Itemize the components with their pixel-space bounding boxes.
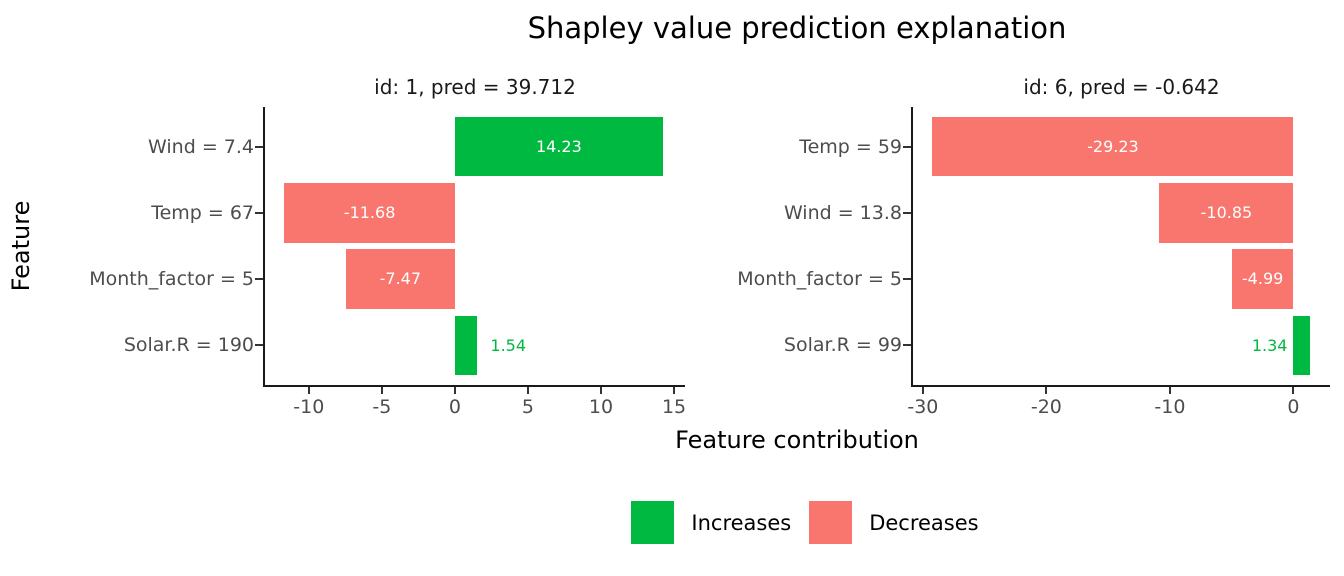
x-tick-label: -10 — [293, 396, 325, 418]
contribution-bar — [1293, 315, 1310, 376]
bar-value-label: 14.23 — [535, 136, 582, 156]
contribution-bar — [1159, 183, 1294, 243]
x-tick-label: -20 — [1030, 396, 1062, 418]
panel-2-subtitle: id: 6, pred = -0.642 — [1023, 75, 1220, 99]
x-tick — [600, 387, 602, 394]
bar-value-label: 1.34 — [1251, 335, 1288, 355]
contribution-bar — [345, 249, 455, 309]
increase-swatch — [631, 501, 675, 544]
bar-value-label: -11.68 — [343, 203, 396, 223]
x-axis-line — [911, 385, 1330, 387]
x-tick-label: 0 — [1287, 396, 1300, 418]
contribution-bar — [454, 315, 478, 376]
x-axis-title: Feature contribution — [675, 426, 919, 454]
x-axis-line — [263, 385, 685, 387]
contribution-bar — [1231, 249, 1294, 309]
bar-value-label: -7.47 — [379, 269, 422, 289]
category-label: Month_factor = 5 — [737, 268, 902, 291]
x-tick-label: 5 — [521, 396, 534, 418]
y-tick — [903, 211, 911, 214]
legend-label-increases: Increases — [691, 510, 792, 535]
bar-value-label: -29.23 — [1087, 136, 1139, 156]
category-label: Temp = 67 — [151, 201, 254, 224]
y-tick — [903, 145, 911, 148]
y-axis-line — [263, 107, 265, 387]
y-tick — [903, 278, 911, 281]
x-tick — [921, 387, 924, 394]
category-label: Solar.R = 190 — [123, 334, 254, 357]
x-tick — [307, 387, 310, 394]
contribution-bar — [932, 116, 1294, 177]
category-label: Wind = 13.8 — [783, 201, 902, 224]
contribution-bar — [284, 183, 455, 243]
contribution-bar — [454, 116, 663, 177]
panel-1-subtitle: id: 1, pred = 39.712 — [374, 75, 576, 99]
x-tick — [453, 387, 456, 394]
chart-title: Shapley value prediction explanation — [527, 11, 1067, 45]
decrease-swatch — [809, 501, 853, 544]
legend-item-increases: Increases — [631, 501, 791, 544]
bar-value-label: -4.99 — [1241, 269, 1284, 289]
x-tick — [1045, 387, 1048, 394]
x-tick-label: -5 — [372, 396, 392, 418]
x-tick — [673, 387, 676, 394]
bar-value-label: -10.85 — [1200, 203, 1253, 223]
x-tick — [1292, 387, 1295, 394]
y-tick — [255, 344, 263, 347]
x-tick — [380, 387, 383, 394]
legend: Increases Decreases — [250, 501, 1344, 544]
category-label: Temp = 59 — [799, 135, 902, 158]
x-tick — [1168, 387, 1171, 394]
x-tick-label: -10 — [1154, 396, 1186, 418]
x-tick-label: 10 — [588, 396, 614, 418]
y-tick — [255, 278, 263, 281]
category-label: Solar.R = 99 — [783, 334, 902, 357]
category-label: Wind = 7.4 — [148, 135, 254, 158]
category-label: Month_factor = 5 — [89, 268, 254, 291]
legend-item-decreases: Decreases — [809, 501, 979, 544]
y-axis-line — [911, 107, 913, 387]
x-tick-label: 0 — [448, 396, 461, 418]
y-tick — [255, 211, 263, 214]
y-tick — [903, 344, 911, 347]
x-tick-label: 15 — [661, 396, 687, 418]
x-tick-label: -30 — [907, 396, 939, 418]
legend-label-decreases: Decreases — [869, 510, 979, 535]
bar-value-label: 1.54 — [490, 335, 527, 355]
x-tick — [526, 387, 529, 394]
y-tick — [255, 145, 263, 148]
